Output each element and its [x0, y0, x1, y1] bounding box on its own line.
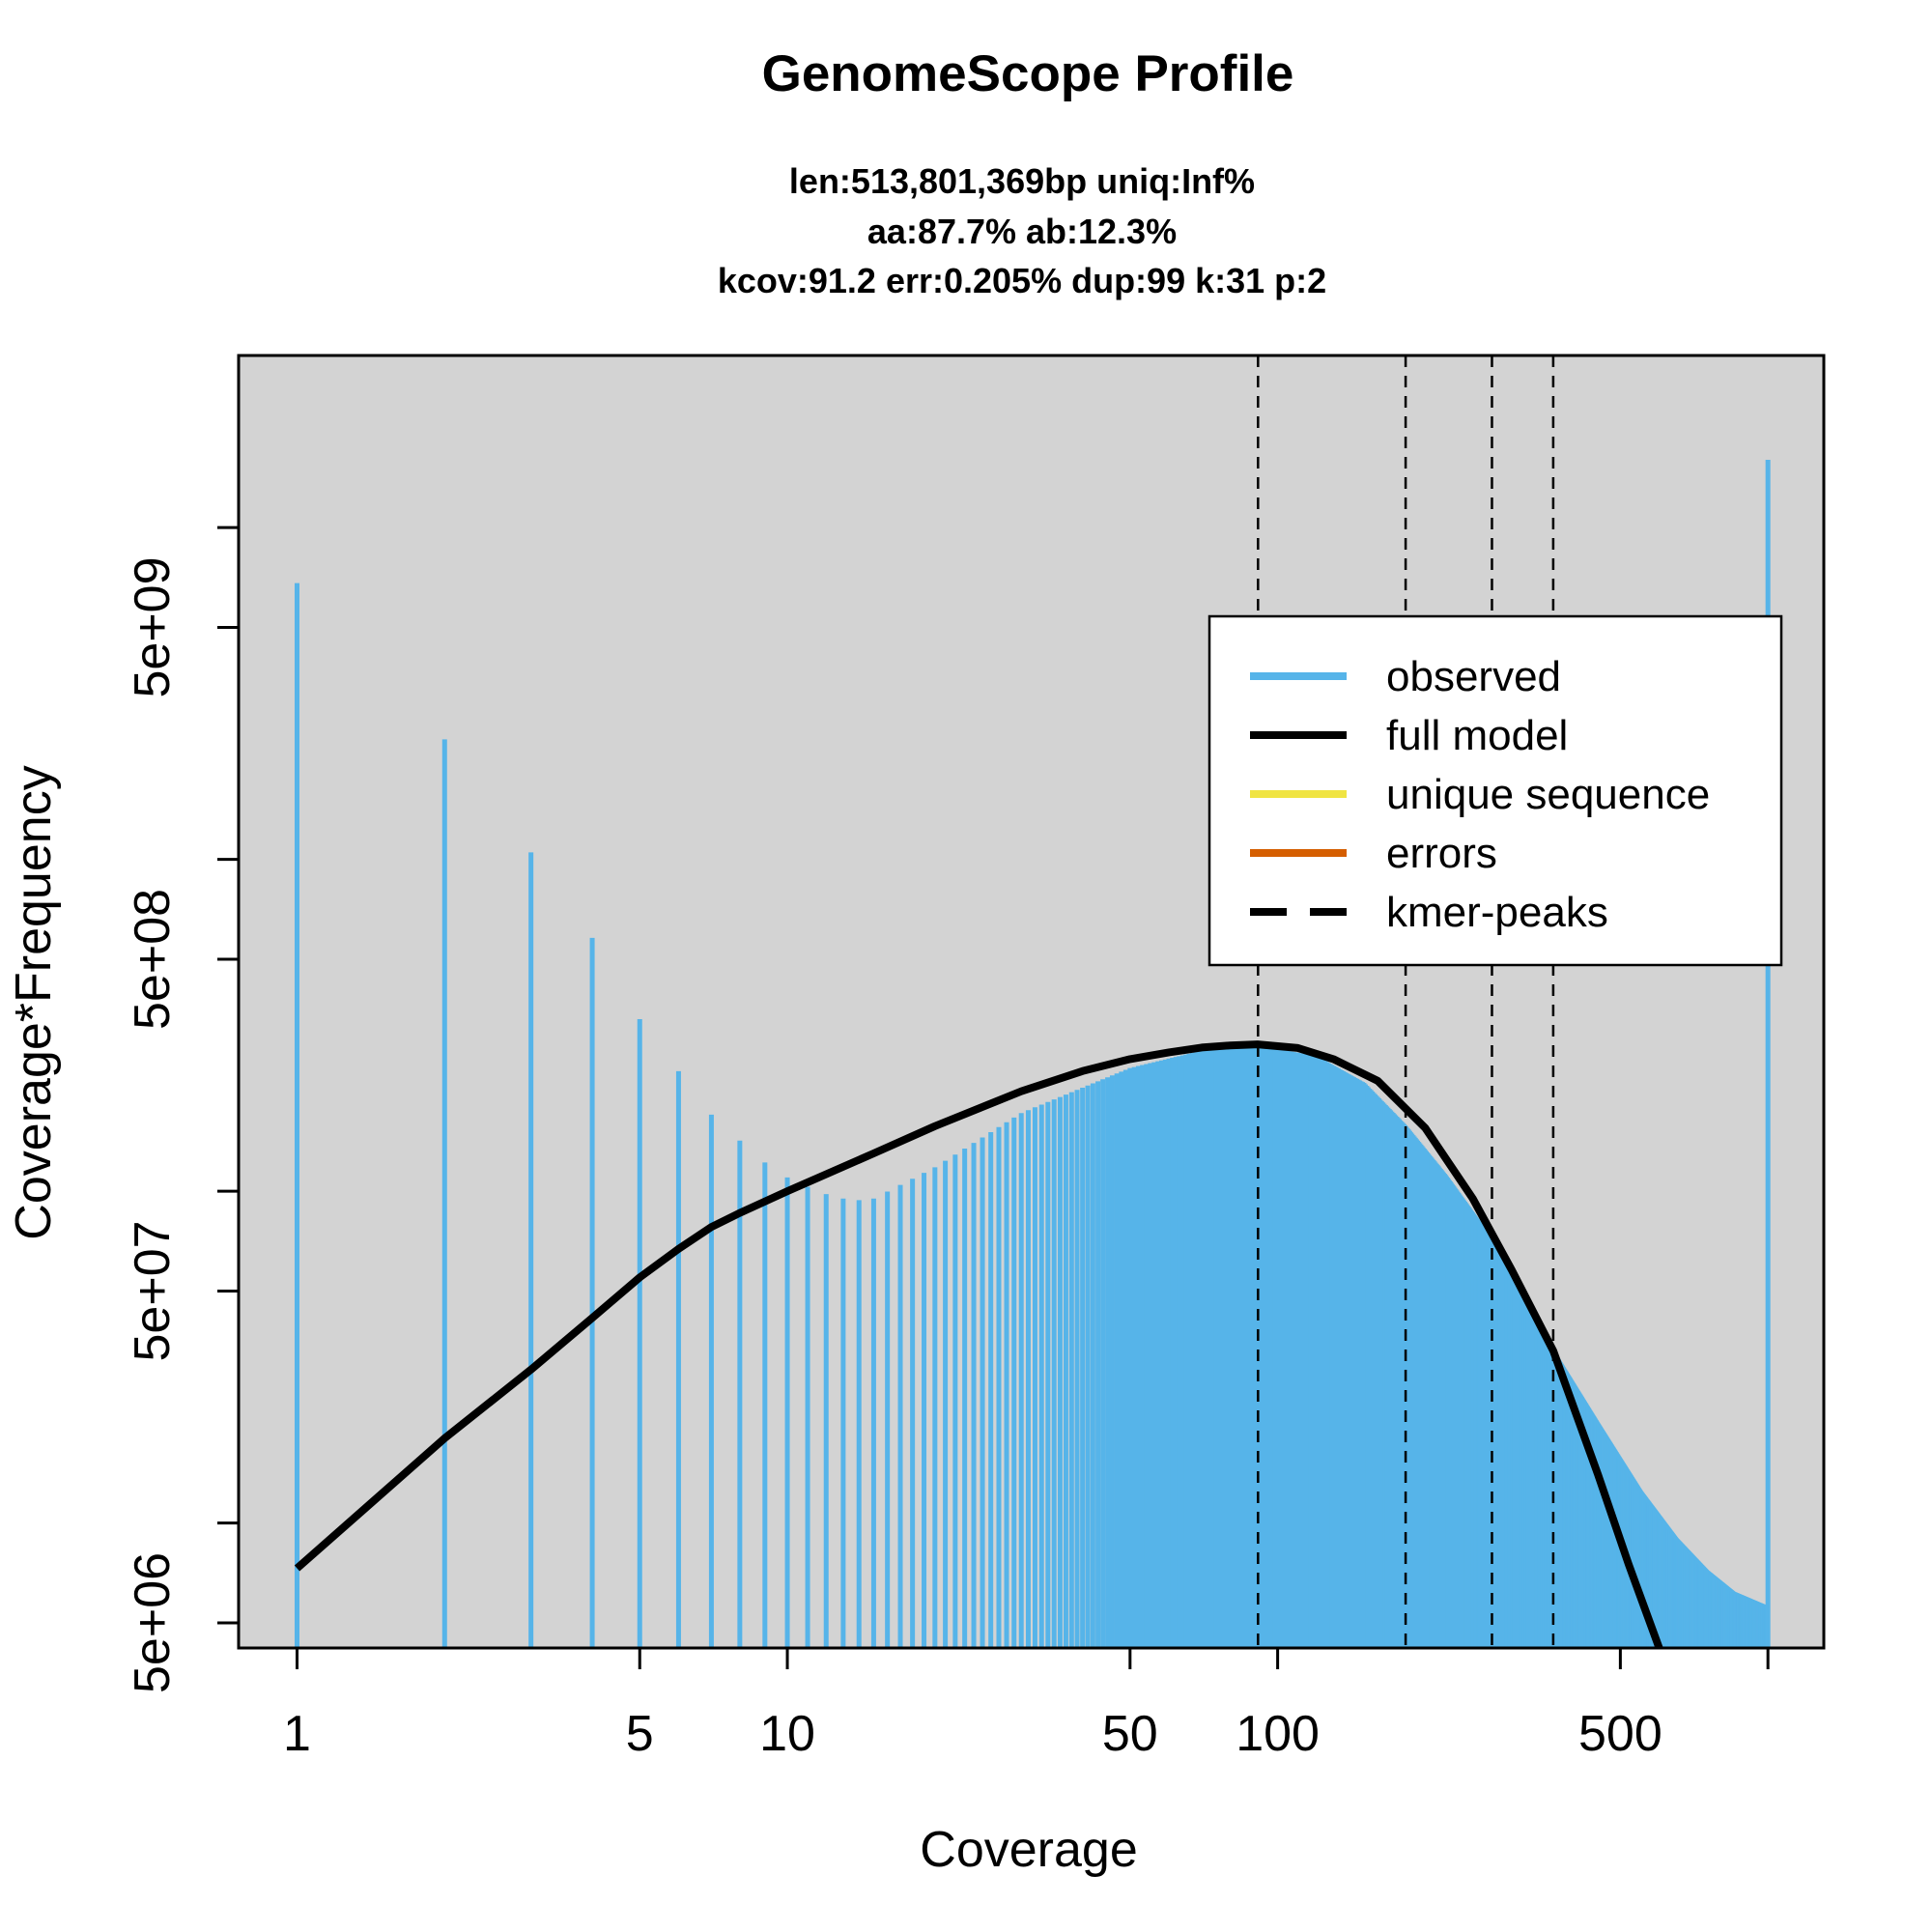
- chart-title: GenomeScope Profile: [762, 45, 1294, 102]
- legend-label: observed: [1386, 653, 1561, 700]
- chart-subtitle-line-2: aa:87.7% ab:12.3%: [867, 212, 1177, 251]
- chart-subtitle-line-1: len:513,801,369bp uniq:Inf%: [789, 161, 1255, 201]
- legend-label: errors: [1386, 830, 1497, 877]
- observed-series: [294, 459, 1771, 1648]
- x-axis: 1 5 10 50 100 500: [283, 1646, 1770, 1762]
- legend: observed full model unique sequence errors k…: [1208, 614, 1783, 967]
- y-axis-label: Coverage*Frequency: [6, 765, 62, 1239]
- legend-label: full model: [1386, 712, 1568, 759]
- y-tick-label: 5e+09: [125, 556, 181, 697]
- x-tick-label: 5: [626, 1706, 654, 1762]
- y-axis: 5e+06 5e+07 5e+08 5e+09: [125, 526, 241, 1693]
- y-tick-label: 5e+06: [125, 1552, 181, 1693]
- legend-label: kmer-peaks: [1386, 889, 1608, 936]
- x-tick-label: 1: [283, 1706, 311, 1762]
- x-tick-label: 10: [759, 1706, 815, 1762]
- kmer-peak-lines: [1257, 355, 1555, 1648]
- y-tick-label: 5e+08: [125, 889, 181, 1030]
- full-model-line: [294, 1040, 1663, 1650]
- chart-subtitle-line-3: kcov:91.2 err:0.205% dup:99 k:31 p:2: [718, 261, 1326, 300]
- x-axis-label: Coverage: [920, 1822, 1137, 1878]
- y-tick-label: 5e+07: [125, 1220, 181, 1361]
- x-tick-label: 500: [1578, 1706, 1662, 1762]
- legend-label: unique sequence: [1386, 771, 1710, 818]
- x-tick-label: 50: [1102, 1706, 1158, 1762]
- x-tick-label: 100: [1236, 1706, 1320, 1762]
